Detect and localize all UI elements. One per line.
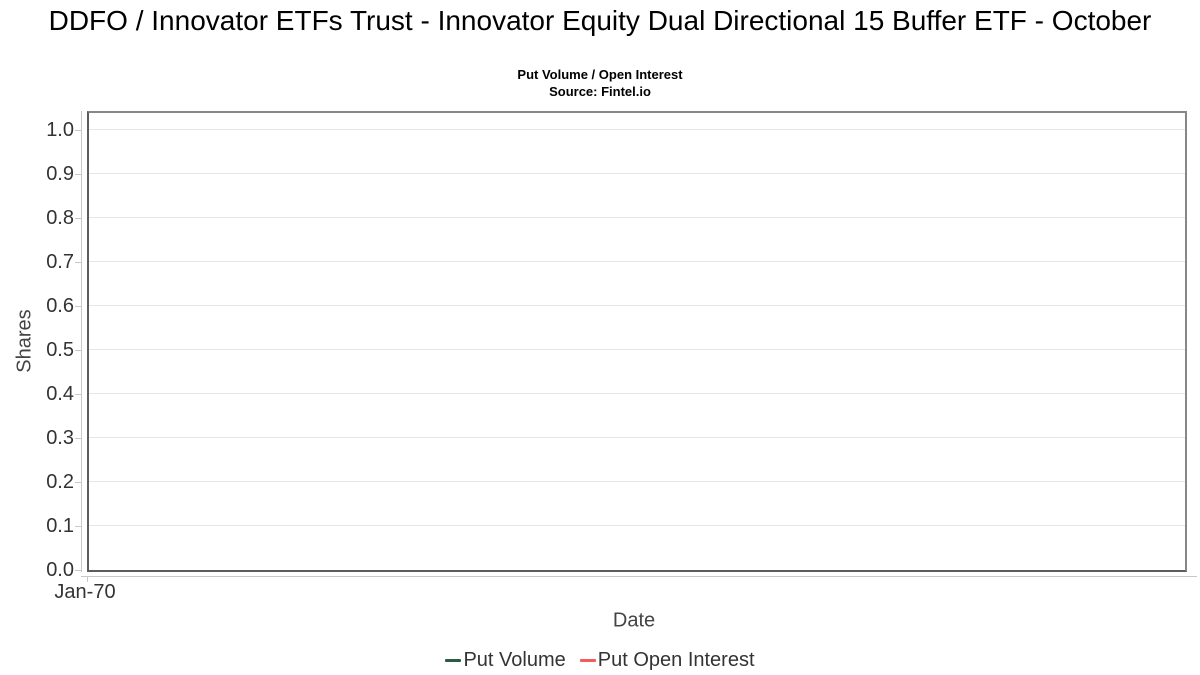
y-tick-label: 0.4	[46, 383, 74, 405]
y-tick-mark	[75, 306, 81, 307]
x-axis-line	[81, 576, 1197, 577]
chart-title: DDFO / Innovator ETFs Trust - Innovator …	[48, 5, 1152, 36]
grid-line	[89, 129, 1185, 130]
y-tick-label: 0.5	[46, 339, 74, 361]
y-tick-label: 0.9	[46, 163, 74, 185]
grid-line	[89, 173, 1185, 174]
put-open-interest-line-swatch	[579, 658, 596, 662]
grid-line	[89, 481, 1185, 482]
legend-label-put-open-interest: Put Open Interest	[597, 648, 755, 671]
y-tick-label: 0.2	[46, 471, 74, 493]
y-tick-mark	[75, 350, 81, 351]
chart-subtitle: Put Volume / Open Interest	[517, 67, 683, 82]
y-tick-mark	[75, 526, 81, 527]
x-tick-label: Jan-70	[54, 581, 116, 603]
y-tick-label: 1.0	[46, 119, 74, 141]
x-axis-tick	[87, 577, 88, 582]
y-tick-mark	[75, 438, 81, 439]
plot-area	[87, 111, 1187, 572]
grid-line	[89, 437, 1185, 438]
grid-line	[89, 261, 1185, 262]
y-tick-label: 0.3	[46, 427, 74, 449]
legend: Put Volume Put Open Interest	[0, 646, 1200, 674]
y-tick-label: 0.1	[46, 515, 74, 537]
legend-item-put-open-interest[interactable]: Put Open Interest	[579, 648, 755, 672]
legend-item-put-volume[interactable]: Put Volume	[445, 648, 566, 672]
y-tick-mark	[75, 570, 81, 571]
y-tick-label: 0.0	[46, 559, 74, 581]
x-axis-title: Date	[612, 609, 656, 632]
y-tick-label: 0.7	[46, 251, 74, 273]
grid-line	[89, 525, 1185, 526]
y-tick-mark	[75, 262, 81, 263]
y-tick-mark	[75, 394, 81, 395]
put-volume-line-swatch	[445, 658, 462, 662]
grid-line	[89, 217, 1185, 218]
y-tick-mark	[75, 218, 81, 219]
y-tick-mark	[75, 482, 81, 483]
y-tick-mark	[75, 130, 81, 131]
legend-label-put-volume: Put Volume	[463, 648, 566, 671]
y-tick-mark	[75, 174, 81, 175]
y-axis-line	[81, 111, 82, 572]
grid-line	[89, 305, 1185, 306]
chart-source-credit: Source: Fintel.io	[549, 84, 651, 99]
grid-line	[89, 393, 1185, 394]
grid-line	[89, 349, 1185, 350]
y-tick-label: 0.8	[46, 207, 74, 229]
y-tick-label: 0.6	[46, 295, 74, 317]
